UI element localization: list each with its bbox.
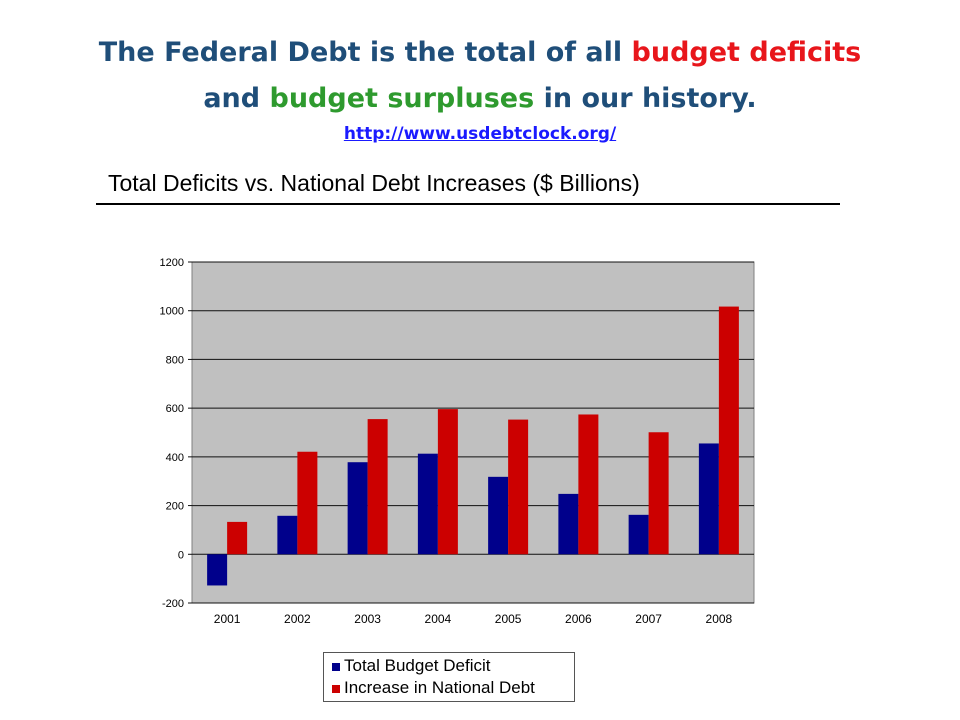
y-tick-label: 0	[178, 549, 184, 561]
legend-swatch-debt	[332, 684, 340, 693]
bar-debt-increase	[297, 451, 318, 555]
bar-deficit	[698, 443, 719, 555]
y-tick-label: 800	[166, 354, 184, 366]
legend-swatch-deficit	[332, 662, 340, 671]
bar-debt-increase	[508, 419, 529, 555]
budget-deficits-text: budget deficits	[631, 37, 862, 68]
plot-area	[191, 261, 755, 604]
usdebtclock-link[interactable]: http://www.usdebtclock.org/	[343, 124, 617, 144]
headline-line-2: and budget surpluses in our history.	[0, 76, 960, 122]
headline: The Federal Debt is the total of all bud…	[0, 30, 960, 122]
legend-item-debt: Increase in National Debt	[332, 678, 535, 698]
x-tick-label: 2007	[635, 612, 662, 626]
budget-surpluses-text: budget surpluses	[269, 83, 535, 114]
x-tick-label: 2003	[354, 612, 381, 626]
chart-title: Total Deficits vs. National Debt Increas…	[108, 170, 640, 196]
legend-label-deficit: Total Budget Deficit	[344, 656, 491, 675]
bar-deficit	[488, 476, 509, 555]
headline-text: The Federal Debt is the total of all	[98, 37, 632, 68]
bar-debt-increase	[437, 409, 458, 555]
headline-text: in our history.	[534, 83, 757, 114]
x-tick-label: 2006	[565, 612, 592, 626]
y-tick-label: -200	[162, 598, 184, 610]
url-line: http://www.usdebtclock.org/	[0, 124, 960, 144]
bar-debt-increase	[578, 414, 599, 555]
y-tick-label: 600	[166, 403, 184, 415]
y-tick-label: 200	[166, 501, 184, 513]
x-tick-label: 2002	[284, 612, 311, 626]
bar-deficit	[347, 462, 368, 555]
bar-deficit	[628, 514, 649, 555]
bar-debt-increase	[718, 306, 739, 555]
y-tick-label: 400	[166, 452, 184, 464]
bar-debt-increase	[227, 521, 248, 555]
legend-item-deficit: Total Budget Deficit	[332, 656, 490, 676]
bar-deficit	[277, 515, 298, 555]
x-tick-label: 2008	[706, 612, 733, 626]
y-tick-label: 1200	[160, 257, 184, 269]
bar-debt-increase	[367, 419, 388, 555]
chart-legend: Total Budget Deficit Increase in Nationa…	[323, 652, 575, 702]
bar-debt-increase	[648, 432, 669, 555]
bar-deficit	[558, 493, 579, 555]
y-tick-label: 1000	[160, 306, 184, 318]
bar-deficit	[207, 554, 228, 586]
bar-deficit	[417, 453, 438, 555]
headline-text: and	[203, 83, 270, 114]
x-tick-label: 2005	[495, 612, 522, 626]
chart-title-divider	[96, 203, 840, 205]
headline-line-1: The Federal Debt is the total of all bud…	[0, 30, 960, 76]
x-tick-label: 2004	[425, 612, 452, 626]
legend-label-debt: Increase in National Debt	[344, 678, 535, 697]
x-tick-label: 2001	[214, 612, 241, 626]
